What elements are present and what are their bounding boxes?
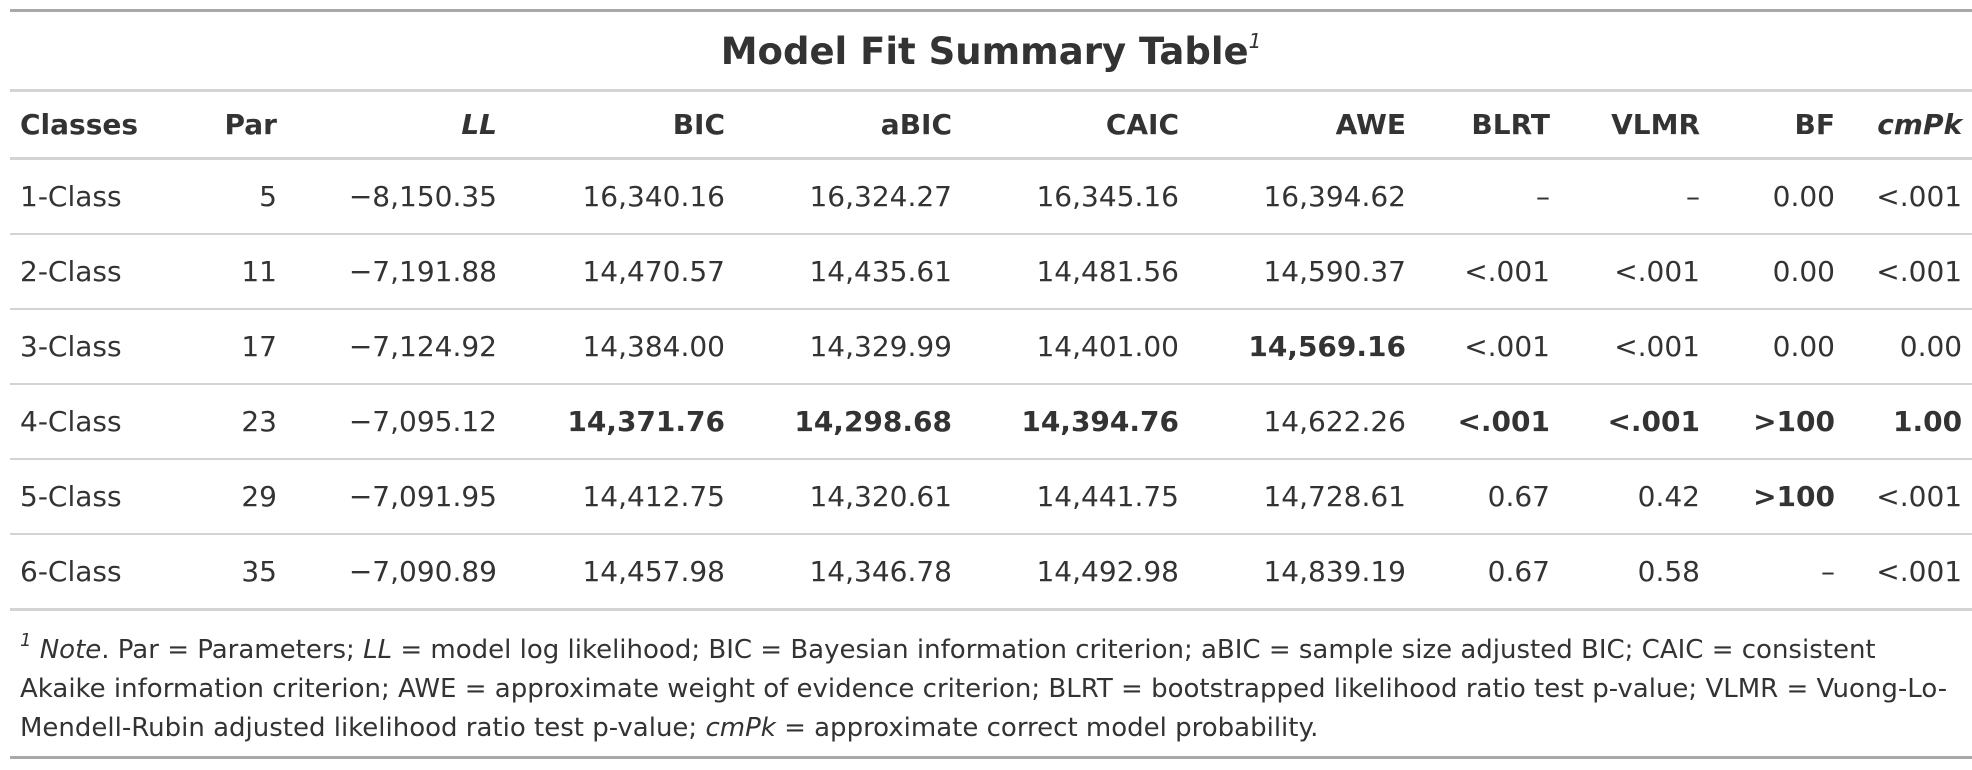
cell-blrt: 0.67 — [1416, 534, 1560, 611]
footnote-text-2: = model log likelihood; BIC = Bayesian i… — [20, 635, 1948, 743]
cell-caic: 14,492.98 — [962, 534, 1189, 611]
cell-vlmr: <.001 — [1560, 309, 1710, 385]
col-header-classes: Classes — [10, 90, 170, 160]
cell-abic: 16,324.27 — [735, 158, 962, 235]
cell-blrt: 0.67 — [1416, 459, 1560, 535]
cell-par: 23 — [170, 384, 287, 460]
cell-awe: 14,590.37 — [1189, 234, 1416, 310]
cell-cmpk: <.001 — [1845, 158, 1972, 235]
col-header-vlmr: VLMR — [1560, 90, 1710, 160]
cell-vlmr: 0.42 — [1560, 459, 1710, 535]
cell-awe: 16,394.62 — [1189, 158, 1416, 235]
cell-ll: −7,095.12 — [287, 384, 507, 460]
cell-caic-best: 14,394.76 — [962, 384, 1189, 460]
cell-awe: 14,839.19 — [1189, 534, 1416, 611]
cell-bf-best: >100 — [1710, 384, 1845, 460]
table-title-text: Model Fit Summary Table — [720, 29, 1249, 73]
col-header-par: Par — [170, 90, 287, 160]
col-header-bic: BIC — [507, 90, 735, 160]
cell-par: 17 — [170, 309, 287, 385]
cell-classes: 3-Class — [10, 309, 170, 385]
cell-cmpk: 0.00 — [1845, 309, 1972, 385]
cell-blrt: <.001 — [1416, 309, 1560, 385]
cell-classes: 4-Class — [10, 384, 170, 460]
cell-ll: −7,090.89 — [287, 534, 507, 611]
cell-abic: 14,346.78 — [735, 534, 962, 611]
table-row: 6-Class 35 −7,090.89 14,457.98 14,346.78… — [10, 534, 1972, 611]
footnote-marker: 1 — [20, 630, 32, 651]
cell-abic: 14,435.61 — [735, 234, 962, 310]
col-header-blrt: BLRT — [1416, 90, 1560, 160]
table-row: 5-Class 29 −7,091.95 14,412.75 14,320.61… — [10, 459, 1972, 535]
cell-bf: 0.00 — [1710, 309, 1845, 385]
model-fit-table-container: Model Fit Summary Table1 Classes Par LL … — [10, 9, 1972, 759]
cell-vlmr: – — [1560, 158, 1710, 235]
col-header-bf: BF — [1710, 90, 1845, 160]
cell-par: 29 — [170, 459, 287, 535]
cell-awe: 14,728.61 — [1189, 459, 1416, 535]
cell-awe: 14,622.26 — [1189, 384, 1416, 460]
cell-cmpk: <.001 — [1845, 234, 1972, 310]
cell-bic-best: 14,371.76 — [507, 384, 735, 460]
col-header-ll: LL — [287, 90, 507, 160]
footnote-cmpk-term: cmPk — [705, 713, 776, 743]
cell-ll: −7,091.95 — [287, 459, 507, 535]
cell-ll: −7,124.92 — [287, 309, 507, 385]
cell-bic: 14,412.75 — [507, 459, 735, 535]
cell-bic: 16,340.16 — [507, 158, 735, 235]
footnote-note-label: Note — [39, 635, 102, 665]
cell-abic: 14,329.99 — [735, 309, 962, 385]
cell-caic: 14,401.00 — [962, 309, 1189, 385]
cell-abic: 14,320.61 — [735, 459, 962, 535]
cell-bic: 14,384.00 — [507, 309, 735, 385]
cell-awe-best: 14,569.16 — [1189, 309, 1416, 385]
cell-caic: 14,441.75 — [962, 459, 1189, 535]
cell-cmpk: <.001 — [1845, 459, 1972, 535]
cell-caic: 14,481.56 — [962, 234, 1189, 310]
title-footnote-marker: 1 — [1248, 28, 1262, 53]
cell-bf: 0.00 — [1710, 234, 1845, 310]
model-fit-summary-table: Model Fit Summary Table1 Classes Par LL … — [10, 9, 1972, 759]
footnote-text-1: . Par = Parameters; — [101, 635, 364, 665]
cell-classes: 5-Class — [10, 459, 170, 535]
cell-bf-best: >100 — [1710, 459, 1845, 535]
cell-vlmr-best: <.001 — [1560, 384, 1710, 460]
cell-vlmr: <.001 — [1560, 234, 1710, 310]
cell-ll: −8,150.35 — [287, 158, 507, 235]
footnote-ll-term: LL — [363, 635, 393, 665]
cell-bf: – — [1710, 534, 1845, 611]
cell-par: 5 — [170, 158, 287, 235]
cell-bic: 14,457.98 — [507, 534, 735, 611]
table-row: 2-Class 11 −7,191.88 14,470.57 14,435.61… — [10, 234, 1972, 310]
table-title: Model Fit Summary Table1 — [10, 10, 1972, 92]
cell-cmpk: <.001 — [1845, 534, 1972, 611]
col-header-caic: CAIC — [962, 90, 1189, 160]
cell-vlmr: 0.58 — [1560, 534, 1710, 611]
table-row: 4-Class 23 −7,095.12 14,371.76 14,298.68… — [10, 384, 1972, 460]
cell-abic-best: 14,298.68 — [735, 384, 962, 460]
cell-blrt-best: <.001 — [1416, 384, 1560, 460]
cell-ll: −7,191.88 — [287, 234, 507, 310]
col-header-cmpk: cmPk — [1845, 90, 1972, 160]
table-row: 3-Class 17 −7,124.92 14,384.00 14,329.99… — [10, 309, 1972, 385]
col-header-awe: AWE — [1189, 90, 1416, 160]
cell-blrt: <.001 — [1416, 234, 1560, 310]
table-footnote: 1 Note. Par = Parameters; LL = model log… — [10, 610, 1972, 758]
cell-par: 35 — [170, 534, 287, 611]
cell-cmpk-best: 1.00 — [1845, 384, 1972, 460]
column-header-row: Classes Par LL BIC aBIC CAIC AWE BLRT VL… — [10, 90, 1972, 160]
table-row: 1-Class 5 −8,150.35 16,340.16 16,324.27 … — [10, 158, 1972, 235]
footnote-text-3: = approximate correct model probability. — [775, 713, 1319, 743]
cell-blrt: – — [1416, 158, 1560, 235]
cell-classes: 6-Class — [10, 534, 170, 611]
cell-par: 11 — [170, 234, 287, 310]
cell-classes: 1-Class — [10, 158, 170, 235]
cell-bic: 14,470.57 — [507, 234, 735, 310]
cell-classes: 2-Class — [10, 234, 170, 310]
cell-caic: 16,345.16 — [962, 158, 1189, 235]
col-header-abic: aBIC — [735, 90, 962, 160]
cell-bf: 0.00 — [1710, 158, 1845, 235]
